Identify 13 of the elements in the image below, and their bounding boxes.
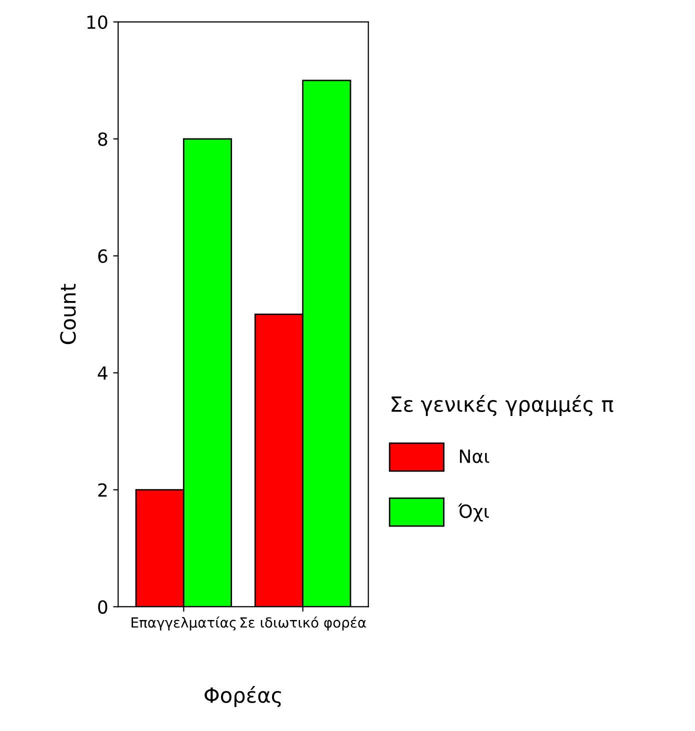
x-axis-title: Φορέας — [204, 686, 281, 708]
y-tick-label: 8 — [98, 132, 108, 146]
legend-label: Όχι — [458, 503, 489, 522]
x-tick-label: Σε ιδιωτικό φορέα — [240, 616, 366, 630]
y-tick-label: 0 — [98, 600, 108, 614]
legend-label: Ναι — [460, 450, 490, 464]
y-tick-label: 6 — [98, 249, 108, 263]
legend-title: Σε γενικές γραμμές π — [392, 395, 614, 416]
y-tick-label: 4 — [98, 366, 108, 380]
y-tick-label: 2 — [98, 483, 107, 497]
y-axis-title: Count — [60, 284, 76, 344]
y-tick-label: 10 — [87, 15, 108, 30]
x-tick-label: Επαγγελματίας — [132, 616, 236, 630]
